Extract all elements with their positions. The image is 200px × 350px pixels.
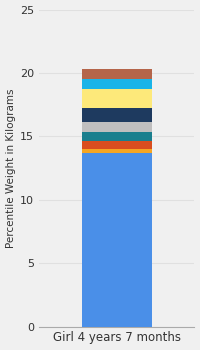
Bar (82, 90, 152, 108)
Bar (82, 132, 152, 141)
Bar (82, 122, 152, 132)
Bar (82, 69, 152, 79)
Bar (82, 153, 152, 327)
Bar (82, 108, 152, 122)
Bar (82, 79, 152, 90)
Y-axis label: Percentile Weight in Kilograms: Percentile Weight in Kilograms (6, 88, 16, 248)
Bar (82, 141, 152, 149)
Bar (82, 149, 152, 153)
